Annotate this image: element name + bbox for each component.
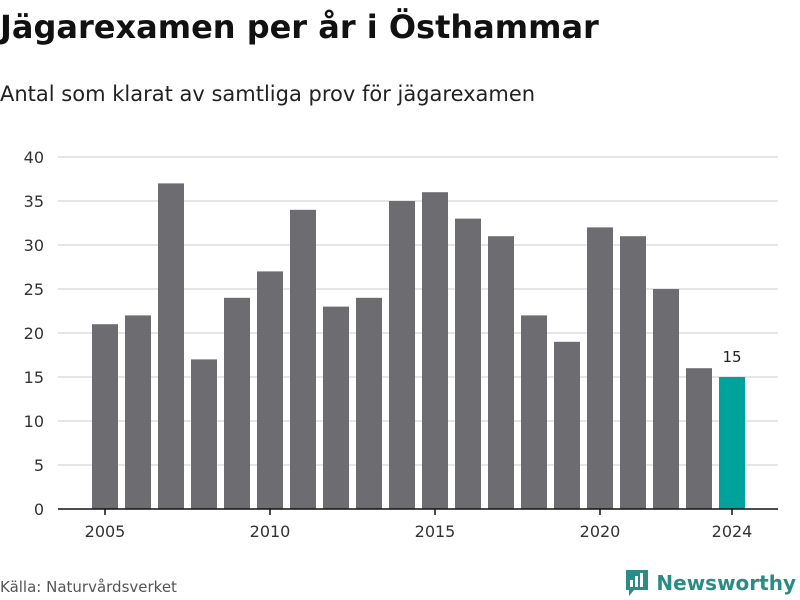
chart-title: Jägarexamen per år i Östhammar [0, 8, 599, 46]
bar [686, 368, 712, 509]
x-tick-label: 2010 [250, 522, 291, 541]
y-tick-label: 10 [24, 412, 44, 431]
bar [455, 218, 481, 509]
axes: 0 5 10 15 20 25 30 35 40 2005 2010 2015 2020 2024 [24, 148, 778, 541]
bar-chart-speech-bubble-icon [626, 570, 649, 596]
bar [92, 324, 118, 509]
bars: 15 [92, 183, 745, 510]
y-tick-label: 30 [24, 236, 44, 255]
y-tick-label: 40 [24, 148, 44, 167]
source-note: Källa: Naturvårdsverket [0, 578, 177, 596]
bar [653, 289, 679, 509]
data-label-highlight: 15 [722, 348, 741, 366]
y-tick-label: 5 [34, 456, 44, 475]
brand-name: Newsworthy [656, 571, 796, 595]
x-tick-label: 2024 [712, 522, 753, 541]
bar [224, 297, 250, 509]
chart-subtitle: Antal som klarat av samtliga prov för jä… [0, 82, 536, 106]
y-tick-label: 0 [34, 500, 44, 519]
bar-highlight [719, 377, 745, 509]
bar [323, 306, 349, 509]
brand-logo: Newsworthy [624, 568, 796, 598]
bar [191, 359, 217, 509]
y-tick-label: 20 [24, 324, 44, 343]
bar [158, 183, 184, 509]
bar [620, 236, 646, 509]
bar-chart: 15 0 5 10 15 20 25 30 35 40 2005 2010 2015 2020 2024 [24, 148, 778, 541]
y-tick-label: 15 [24, 368, 44, 387]
y-tick-label: 25 [24, 280, 44, 299]
x-tick-label: 2015 [415, 522, 456, 541]
bar [257, 271, 283, 509]
bar [356, 297, 382, 509]
bar [290, 209, 316, 510]
bar [554, 341, 580, 509]
bar [521, 315, 547, 509]
bar [422, 192, 448, 509]
bar [587, 227, 613, 509]
bar [389, 201, 415, 509]
bar [488, 236, 514, 509]
bar [125, 315, 151, 509]
x-tick-label: 2005 [85, 522, 126, 541]
x-tick-label: 2020 [580, 522, 621, 541]
y-tick-label: 35 [24, 192, 44, 211]
